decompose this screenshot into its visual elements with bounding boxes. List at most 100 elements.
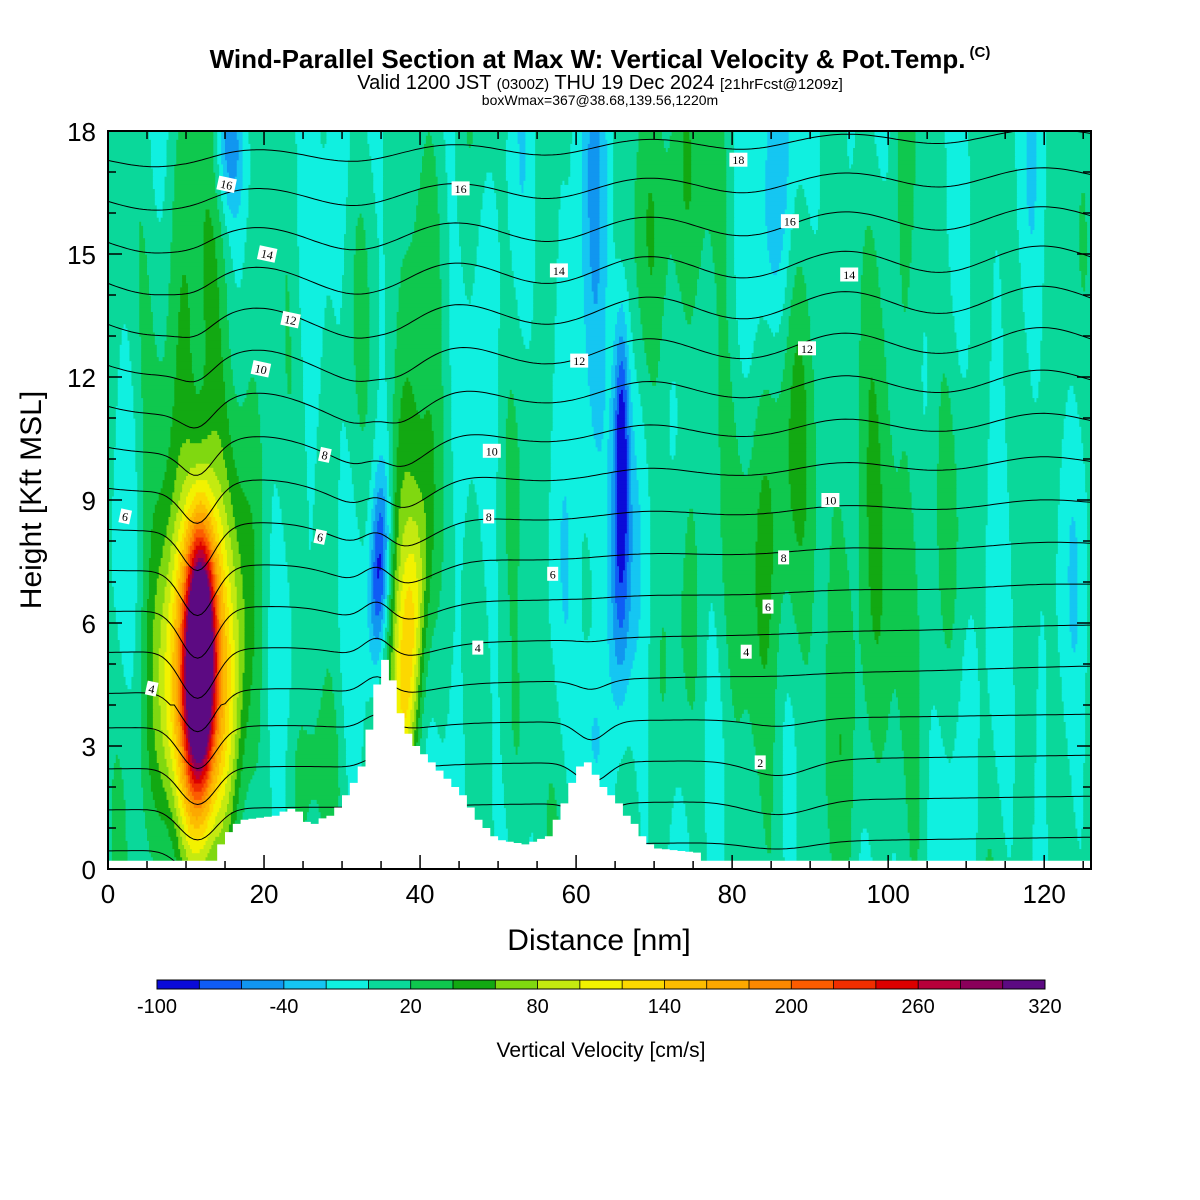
- velocity-cell: [152, 696, 160, 702]
- velocity-cell: [213, 610, 216, 616]
- velocity-cell: [661, 627, 665, 632]
- velocity-cell: [449, 696, 464, 702]
- velocity-cell: [221, 758, 226, 763]
- velocity-cell: [722, 705, 735, 710]
- velocity-cell: [371, 610, 376, 616]
- velocity-cell: [228, 627, 234, 632]
- velocity-cell: [147, 614, 156, 620]
- velocity-cell: [178, 696, 181, 702]
- velocity-cell: [420, 635, 423, 640]
- velocity-cell: [895, 856, 913, 862]
- velocity-cell: [977, 770, 998, 776]
- velocity-cell: [135, 631, 142, 636]
- velocity-cell: [152, 672, 160, 677]
- velocity-cell: [217, 778, 222, 784]
- velocity-cell: [388, 664, 392, 669]
- velocity-cell: [394, 606, 398, 612]
- velocity-cell: [135, 623, 142, 628]
- velocity-cell: [178, 754, 181, 759]
- velocity-cell: [182, 594, 185, 599]
- velocity-cell: [172, 680, 177, 686]
- velocity-cell: [498, 688, 513, 694]
- velocity-cell: [416, 655, 419, 661]
- velocity-cell: [593, 717, 599, 722]
- velocity-cell: [197, 815, 207, 821]
- velocity-cell: [1059, 659, 1088, 665]
- velocity-cell: [219, 750, 222, 755]
- velocity-cell: [219, 746, 224, 751]
- velocity-cell: [217, 647, 220, 653]
- velocity-cell: [757, 614, 772, 620]
- velocity-cell: [892, 852, 897, 858]
- velocity-cell: [453, 639, 462, 645]
- velocity-cell: [269, 746, 289, 751]
- velocity-cell: [987, 684, 1016, 690]
- velocity-cell: [855, 668, 864, 673]
- velocity-cell: [839, 733, 842, 739]
- velocity-cell: [1069, 610, 1078, 616]
- velocity-cell: [882, 610, 919, 616]
- velocity-cell: [490, 668, 499, 673]
- velocity-cell: [180, 684, 183, 690]
- velocity-cell: [1012, 651, 1039, 657]
- velocity-cell: [439, 733, 447, 739]
- velocity-cell: [184, 713, 187, 718]
- velocity-cell: [769, 631, 780, 636]
- velocity-cell: [1034, 819, 1047, 825]
- velocity-cell: [211, 602, 214, 608]
- velocity-cell: [215, 610, 218, 616]
- velocity-cell: [685, 803, 706, 809]
- velocity-cell: [1040, 618, 1045, 624]
- velocity-cell: [884, 746, 903, 751]
- velocity-cell: [562, 741, 593, 747]
- velocity-cell: [148, 594, 156, 599]
- velocity-cell: [209, 782, 212, 788]
- velocity-cell: [285, 778, 296, 784]
- velocity-cell: [420, 672, 423, 677]
- velocity-cell: [697, 618, 710, 624]
- velocity-cell: [148, 766, 160, 772]
- velocity-cell: [464, 754, 493, 759]
- velocity-cell: [285, 750, 296, 755]
- velocity-cell: [839, 750, 842, 755]
- velocity-cell: [420, 639, 423, 645]
- velocity-cell: [919, 811, 928, 817]
- velocity-cell: [217, 721, 220, 727]
- velocity-cell: [398, 635, 404, 640]
- velocity-cell: [780, 606, 794, 612]
- velocity-cell: [338, 778, 349, 784]
- velocity-cell: [1014, 717, 1037, 722]
- velocity-cell: [141, 647, 148, 653]
- velocity-cell: [975, 631, 987, 636]
- velocity-cell: [383, 598, 386, 604]
- velocity-cell: [757, 618, 770, 624]
- velocity-cell: [624, 651, 636, 657]
- velocity-cell: [1057, 635, 1073, 640]
- velocity-cell: [977, 655, 987, 661]
- velocity-cell: [168, 606, 173, 612]
- velocity-cell: [453, 655, 462, 661]
- velocity-cell: [172, 659, 177, 665]
- velocity-cell: [704, 725, 723, 731]
- velocity-cell: [1036, 688, 1047, 694]
- velocity-cell: [1046, 741, 1069, 747]
- velocity-cell: [1081, 828, 1091, 833]
- velocity-cell: [170, 750, 175, 755]
- velocity-cell: [1057, 618, 1071, 624]
- velocity-cell: [398, 639, 402, 645]
- velocity-cell: [191, 770, 195, 776]
- velocity-cell: [396, 655, 402, 661]
- velocity-cell: [178, 692, 181, 698]
- velocity-cell: [226, 664, 232, 669]
- velocity-cell: [254, 647, 263, 653]
- velocity-cell: [230, 692, 234, 698]
- velocity-cell: [418, 618, 421, 624]
- velocity-cell: [108, 795, 113, 800]
- velocity-cell: [985, 659, 1014, 665]
- velocity-cell: [855, 651, 862, 657]
- velocity-cell: [624, 696, 649, 702]
- velocity-cell: [164, 688, 172, 694]
- velocity-cell: [207, 791, 211, 796]
- velocity-cell: [178, 598, 183, 604]
- velocity-cell: [1073, 803, 1084, 809]
